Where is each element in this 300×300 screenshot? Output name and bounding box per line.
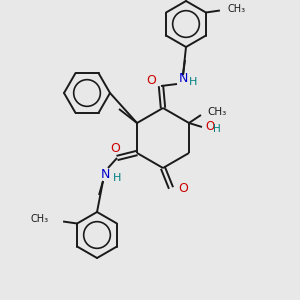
Text: O: O <box>110 142 120 154</box>
Text: O: O <box>178 182 188 194</box>
Text: CH₃: CH₃ <box>207 107 226 117</box>
Text: H: H <box>213 124 221 134</box>
Text: N: N <box>178 71 188 85</box>
Text: O: O <box>205 121 214 134</box>
Text: O: O <box>146 74 156 86</box>
Text: N: N <box>100 169 110 182</box>
Text: CH₃: CH₃ <box>228 4 246 14</box>
Text: H: H <box>113 173 121 183</box>
Text: CH₃: CH₃ <box>31 214 49 224</box>
Text: H: H <box>189 77 197 87</box>
